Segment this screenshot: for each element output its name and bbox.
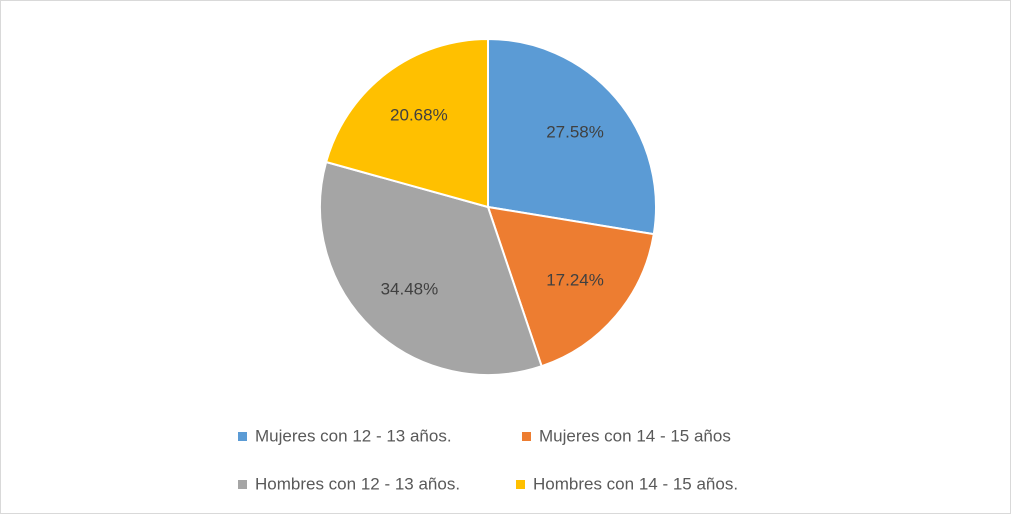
data-label: 34.48% xyxy=(381,279,439,298)
legend-text: Mujeres con 14 - 15 años xyxy=(539,426,731,445)
pie-slice xyxy=(486,205,655,368)
pie-slice xyxy=(487,37,657,236)
legend-swatch xyxy=(238,432,247,441)
legend-text: Hombres con 14 - 15 años. xyxy=(533,474,738,493)
pie-slice xyxy=(319,160,543,376)
data-label: 20.68% xyxy=(390,106,448,125)
legend-swatch xyxy=(522,432,531,441)
legend-text: Hombres con 12 - 13 años. xyxy=(255,474,460,493)
legend-swatch xyxy=(516,480,525,489)
pie-slice xyxy=(324,37,489,209)
data-label: 27.58% xyxy=(546,123,604,142)
legend-swatch xyxy=(238,480,247,489)
legend-text: Mujeres con 12 - 13 años. xyxy=(255,426,452,445)
data-label: 17.24% xyxy=(546,270,604,289)
